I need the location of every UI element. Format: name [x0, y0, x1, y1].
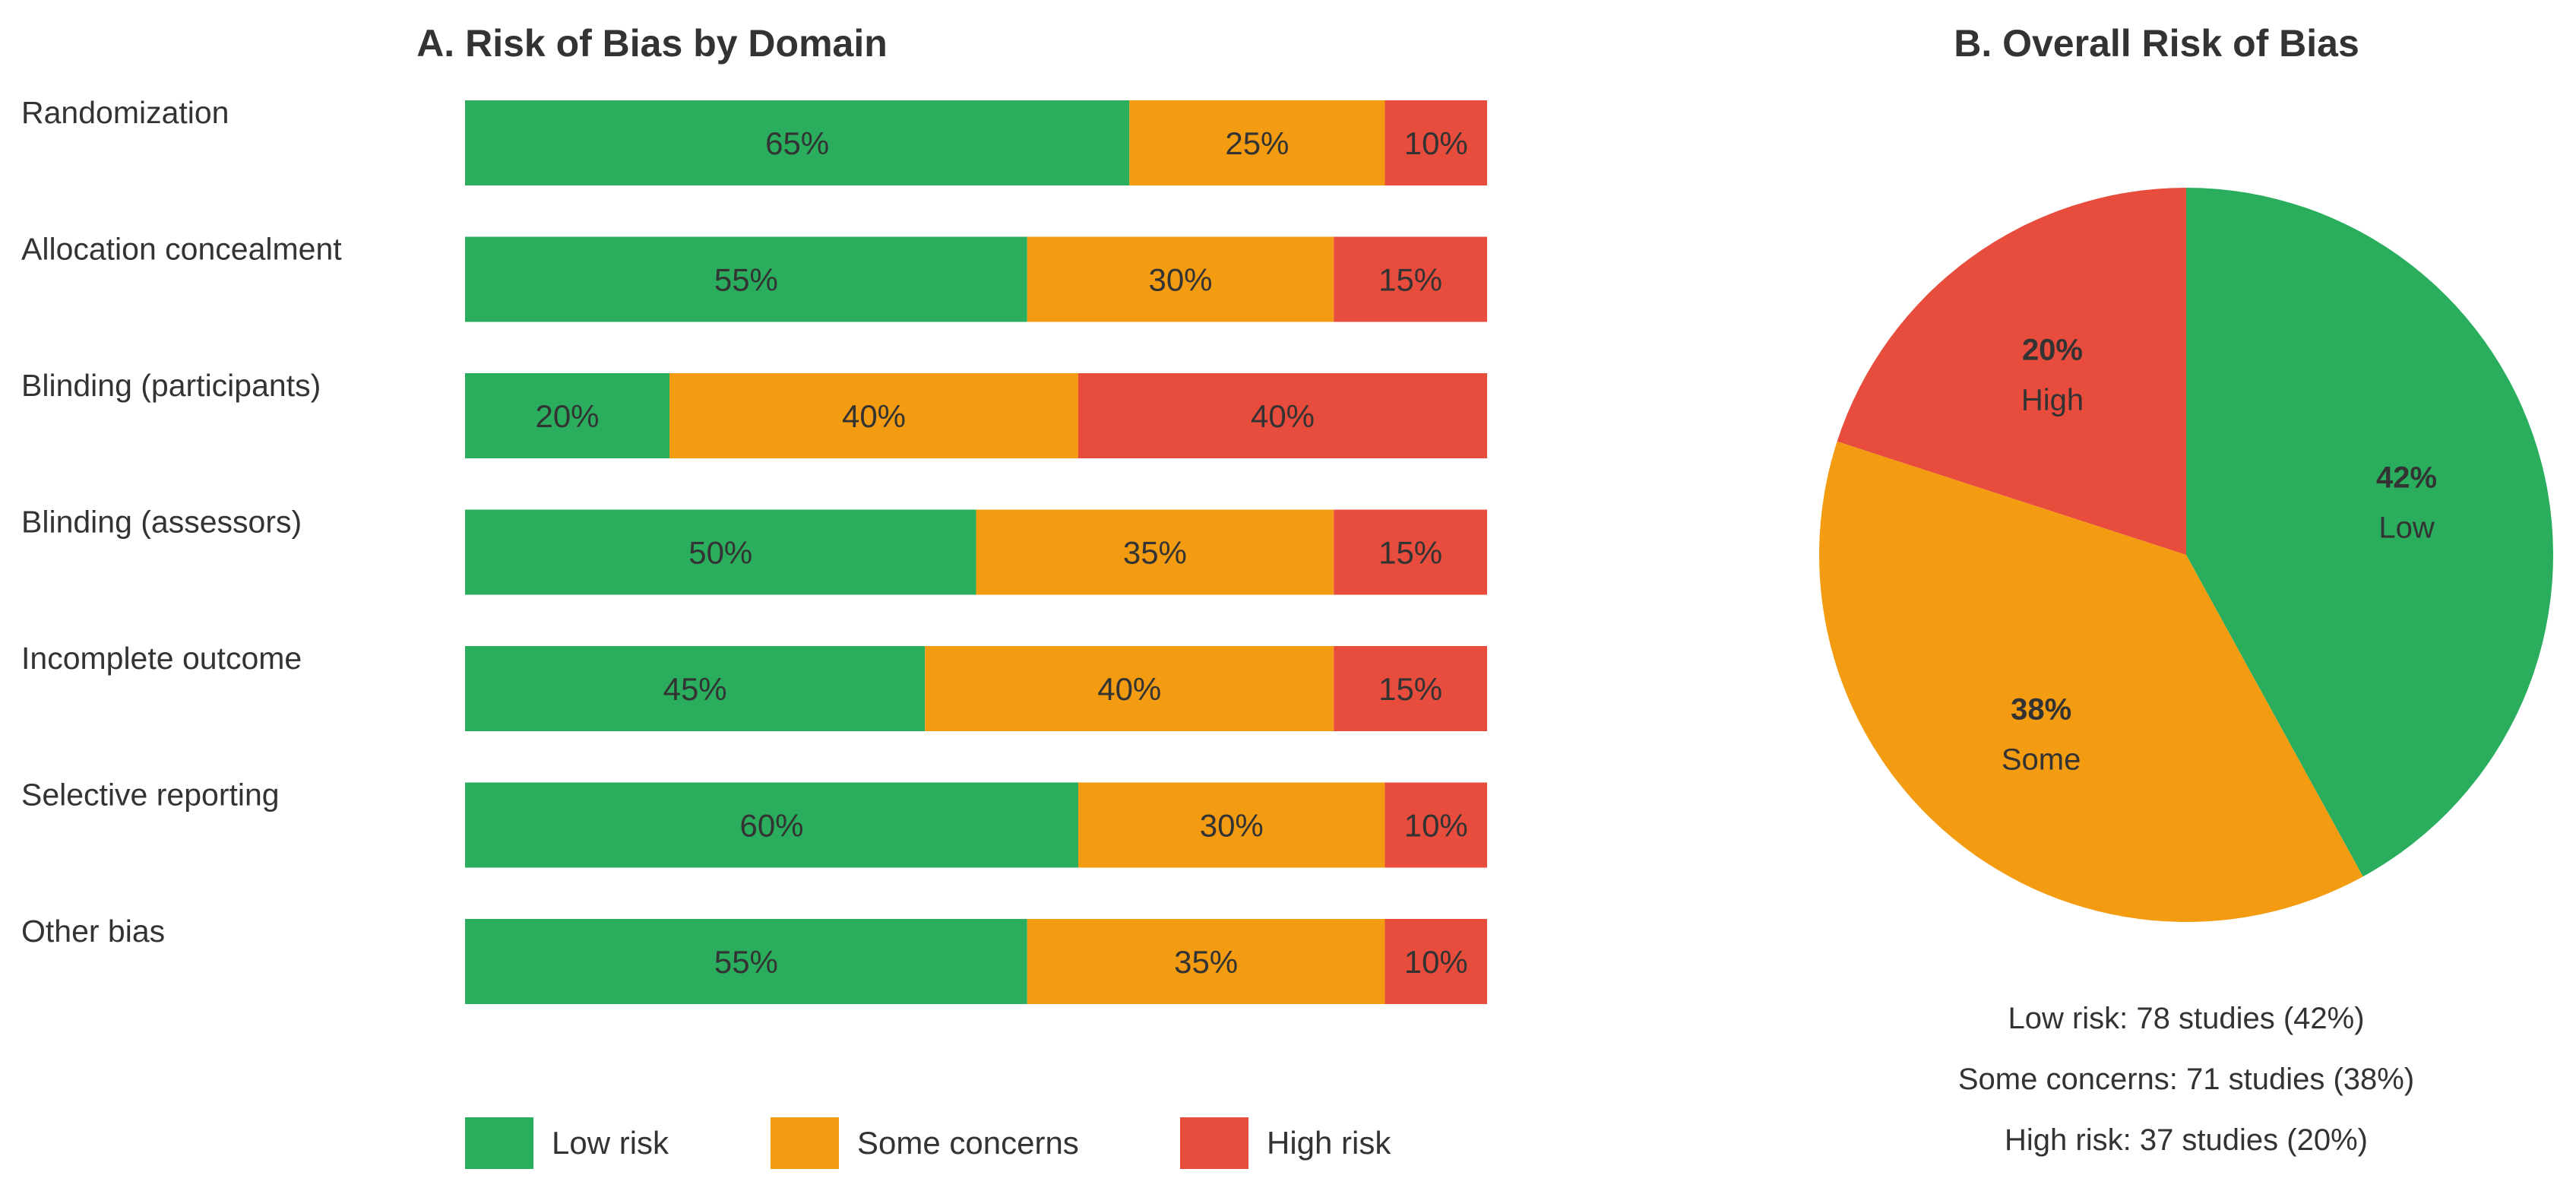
summary-line: Low risk: 78 studies (42%)	[2008, 1002, 2364, 1035]
row-label: Incomplete outcome	[21, 641, 302, 676]
pie-chart-title: B. Overall Risk of Bias	[1954, 22, 2359, 65]
bar-segment	[976, 509, 1334, 595]
bar-value-label: 60%	[739, 808, 803, 844]
bar-segment	[1385, 782, 1487, 868]
bar-segment	[1027, 919, 1385, 1004]
row-label: Blinding (assessors)	[21, 505, 302, 540]
bar-segment	[1129, 100, 1385, 185]
pie-slice-label: Low	[2378, 512, 2434, 545]
bar-value-label: 10%	[1404, 944, 1468, 980]
bar-segment	[925, 646, 1334, 731]
bar-segment	[465, 919, 1027, 1004]
pie-slice-percent: 20%	[2022, 334, 2083, 367]
legend-swatch	[465, 1117, 533, 1169]
legend-label: High risk	[1267, 1125, 1391, 1161]
bar-value-label: 65%	[765, 125, 829, 161]
row-label: Selective reporting	[21, 778, 280, 813]
bar-value-label: 15%	[1378, 262, 1442, 298]
legend-label: Low risk	[552, 1125, 669, 1161]
bar-value-label: 50%	[688, 535, 752, 571]
legend-label: Some concerns	[857, 1125, 1079, 1161]
bar-chart-legend: Low risk Some concerns High risk	[465, 1117, 1391, 1169]
pie-slice	[1837, 188, 2186, 555]
bar-segment	[465, 782, 1078, 868]
bar-segment	[1334, 646, 1487, 731]
bar-segment	[1385, 100, 1487, 185]
bar-value-label: 30%	[1200, 808, 1264, 844]
bar-segment	[1385, 919, 1487, 1004]
bar-value-label: 35%	[1123, 535, 1187, 571]
bar-value-label: 40%	[842, 398, 906, 434]
bar-value-label: 15%	[1378, 671, 1442, 707]
legend-swatch	[1180, 1117, 1248, 1169]
bar-value-label: 30%	[1148, 262, 1212, 298]
bar-segment	[465, 373, 669, 458]
pie-chart: 42% Low 38% Some 20% High	[1819, 188, 2553, 922]
summary-line: Some concerns: 71 studies (38%)	[1958, 1063, 2414, 1096]
bar-value-label: 40%	[1251, 398, 1315, 434]
row-label: Allocation concealment	[21, 232, 342, 267]
bar-segment	[1334, 236, 1487, 322]
bar-value-label: 40%	[1097, 671, 1161, 707]
pie-slice-label: Some	[2002, 743, 2081, 777]
row-label: Other bias	[21, 914, 165, 949]
bar-value-label: 55%	[714, 944, 778, 980]
bar-value-label: 10%	[1404, 808, 1468, 844]
stacked-bar-chart: Randomization 65% 25% 10% Allocation conceal…	[21, 95, 1487, 1004]
bar-segment	[465, 236, 1027, 322]
bar-value-label: 55%	[714, 262, 778, 298]
pie-summary: Low risk: 78 studies (42%) Some concerns:…	[1958, 1002, 2414, 1157]
bar-segment	[1078, 373, 1487, 458]
bar-chart-title: A. Risk of Bias by Domain	[416, 22, 888, 65]
bar-value-label: 10%	[1404, 125, 1468, 161]
bar-segment	[669, 373, 1078, 458]
pie-slice-percent: 38%	[2011, 693, 2071, 727]
bar-value-label: 45%	[663, 671, 727, 707]
legend-swatch	[771, 1117, 839, 1169]
row-label: Blinding (participants)	[21, 368, 321, 403]
bar-value-label: 15%	[1378, 535, 1442, 571]
pie-slice	[2186, 188, 2553, 877]
pie-slice-label: High	[2021, 384, 2084, 417]
bar-value-label: 25%	[1225, 125, 1289, 161]
bar-value-label: 35%	[1174, 944, 1238, 980]
pie-slice-percent: 42%	[2376, 461, 2437, 495]
bar-segment	[1334, 509, 1487, 595]
bar-segment	[465, 509, 976, 595]
pie-slice	[1819, 441, 2363, 922]
bar-segment	[1027, 236, 1334, 322]
bar-segment	[465, 646, 926, 731]
bar-value-label: 20%	[535, 398, 599, 434]
summary-line: High risk: 37 studies (20%)	[2005, 1123, 2368, 1157]
row-label: Randomization	[21, 95, 229, 130]
bar-segment	[1078, 782, 1385, 868]
bar-segment	[465, 100, 1130, 185]
